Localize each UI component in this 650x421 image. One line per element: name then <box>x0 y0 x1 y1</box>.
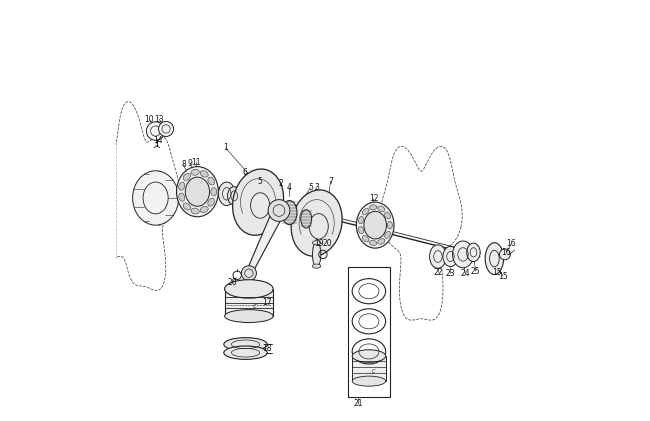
Text: 10: 10 <box>144 115 154 124</box>
Text: 22: 22 <box>433 268 443 277</box>
Ellipse shape <box>183 173 190 181</box>
Text: 15: 15 <box>498 272 508 281</box>
Text: 15: 15 <box>493 268 502 277</box>
Text: 16: 16 <box>506 240 516 248</box>
Ellipse shape <box>224 346 267 360</box>
Ellipse shape <box>313 241 321 245</box>
Text: 7: 7 <box>328 177 333 186</box>
Ellipse shape <box>313 264 321 268</box>
Ellipse shape <box>452 241 473 268</box>
Text: C: C <box>372 370 376 374</box>
Circle shape <box>146 122 165 140</box>
Text: 21: 21 <box>354 399 363 408</box>
Text: 13: 13 <box>155 115 164 124</box>
Ellipse shape <box>227 187 241 205</box>
Ellipse shape <box>430 245 447 268</box>
Circle shape <box>159 121 174 136</box>
Ellipse shape <box>364 211 387 239</box>
Ellipse shape <box>385 232 391 238</box>
Text: 24: 24 <box>460 269 470 278</box>
Text: 20: 20 <box>322 240 332 248</box>
Ellipse shape <box>352 376 385 386</box>
Text: 18: 18 <box>263 344 272 353</box>
Ellipse shape <box>385 212 391 219</box>
Text: 16: 16 <box>501 248 511 257</box>
Text: 6: 6 <box>242 168 247 177</box>
Text: 5: 5 <box>308 183 313 192</box>
Text: 5: 5 <box>258 177 263 186</box>
Ellipse shape <box>467 243 480 261</box>
Text: 25: 25 <box>471 266 480 276</box>
Text: 23: 23 <box>446 269 455 278</box>
Bar <box>348 267 390 397</box>
Ellipse shape <box>282 200 297 225</box>
Text: 4: 4 <box>287 183 292 192</box>
Ellipse shape <box>185 177 209 206</box>
Text: 14: 14 <box>153 136 162 145</box>
Ellipse shape <box>224 338 267 351</box>
Ellipse shape <box>362 236 369 242</box>
Ellipse shape <box>211 187 216 196</box>
Ellipse shape <box>133 171 179 225</box>
Ellipse shape <box>485 242 504 274</box>
Ellipse shape <box>241 266 256 281</box>
Text: 20: 20 <box>227 278 237 287</box>
Ellipse shape <box>378 239 385 244</box>
Text: 11: 11 <box>192 158 201 167</box>
Text: 19: 19 <box>314 240 324 248</box>
Ellipse shape <box>233 169 283 235</box>
Ellipse shape <box>356 202 394 248</box>
Ellipse shape <box>369 240 377 245</box>
Ellipse shape <box>191 208 200 214</box>
Text: 3: 3 <box>314 183 319 192</box>
Ellipse shape <box>208 198 214 206</box>
Text: 9: 9 <box>188 159 193 168</box>
Ellipse shape <box>291 190 342 256</box>
Ellipse shape <box>358 216 364 224</box>
Ellipse shape <box>191 169 200 175</box>
Polygon shape <box>225 289 273 316</box>
Ellipse shape <box>352 350 385 362</box>
Ellipse shape <box>177 167 218 217</box>
Ellipse shape <box>387 221 393 229</box>
Ellipse shape <box>225 280 273 298</box>
Ellipse shape <box>301 210 311 228</box>
Ellipse shape <box>225 310 273 322</box>
Text: 1: 1 <box>223 143 228 152</box>
Polygon shape <box>352 356 385 381</box>
Ellipse shape <box>443 246 458 266</box>
Ellipse shape <box>378 206 385 212</box>
Text: 2: 2 <box>279 179 283 188</box>
Ellipse shape <box>183 203 190 210</box>
Ellipse shape <box>208 177 214 185</box>
Ellipse shape <box>362 208 369 215</box>
Ellipse shape <box>358 226 364 234</box>
Ellipse shape <box>313 242 321 267</box>
Ellipse shape <box>200 206 208 213</box>
Ellipse shape <box>369 205 377 210</box>
Ellipse shape <box>218 182 235 205</box>
Ellipse shape <box>179 182 185 190</box>
Ellipse shape <box>179 193 185 201</box>
Text: 17: 17 <box>263 298 272 307</box>
Circle shape <box>499 249 510 260</box>
Text: 12: 12 <box>369 194 378 203</box>
Polygon shape <box>246 208 285 274</box>
Text: 8: 8 <box>181 160 186 169</box>
Ellipse shape <box>268 200 290 221</box>
Text: C: C <box>254 304 257 309</box>
Ellipse shape <box>200 171 208 177</box>
